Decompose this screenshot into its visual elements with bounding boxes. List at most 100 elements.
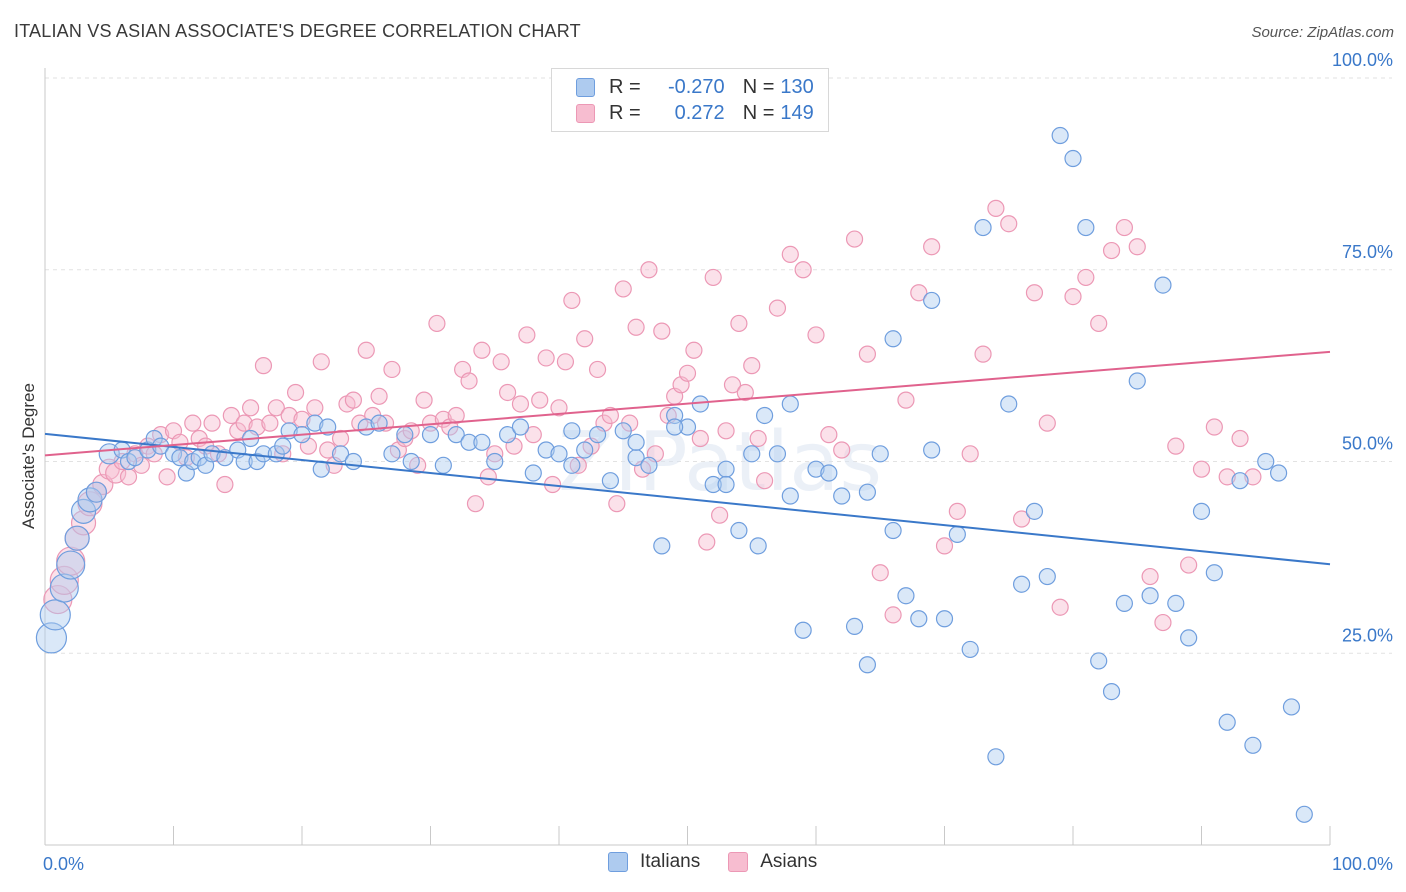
asian-point <box>344 391 362 409</box>
italian-point <box>85 481 108 503</box>
asian-point <box>730 314 748 333</box>
legend-item-asians[interactable]: Asians <box>728 851 817 873</box>
italian-point <box>858 656 877 674</box>
asian-point <box>370 387 388 405</box>
asian-point <box>1141 567 1159 586</box>
asian-point <box>948 502 966 520</box>
asians-swatch <box>576 103 595 123</box>
asian-point <box>518 326 536 344</box>
legend-item-italians[interactable]: Italians <box>608 851 700 873</box>
asian-point <box>216 475 234 494</box>
asian-point <box>743 357 761 375</box>
asians-r-value: 0.272 <box>674 101 725 124</box>
asians-legend-label: Asians <box>760 851 818 872</box>
asian-point <box>280 406 298 425</box>
asian-point <box>479 468 497 486</box>
italian-point <box>1192 502 1211 520</box>
y-tick-label: 25.0% <box>1342 625 1393 645</box>
asian-point <box>1038 414 1056 432</box>
asian-point <box>158 468 176 486</box>
italian-point <box>254 445 273 463</box>
italian-point <box>421 426 440 444</box>
italian-point <box>755 406 774 425</box>
asian-point <box>833 441 851 459</box>
y-tick-label: 50.0% <box>1342 434 1393 454</box>
italian-point <box>1051 126 1069 145</box>
asian-point <box>698 533 716 551</box>
italian-point <box>640 456 658 474</box>
italian-point <box>486 452 504 471</box>
italian-point <box>319 418 337 436</box>
asian-point <box>1154 613 1172 632</box>
asian-point <box>537 349 555 367</box>
asian-point <box>331 429 350 448</box>
asian-point <box>1025 284 1044 302</box>
italian-point <box>1090 652 1108 670</box>
asian-point <box>1077 268 1095 287</box>
italian-point <box>614 422 632 440</box>
italian-point <box>653 537 671 555</box>
italians-n-value: 130 <box>780 75 814 98</box>
italian-point <box>306 414 324 432</box>
asian-point <box>428 314 446 333</box>
asian-point <box>1180 556 1198 574</box>
italian-point <box>524 464 542 482</box>
italians-swatch <box>576 77 595 97</box>
italian-point <box>781 395 799 413</box>
asian-point <box>1218 468 1236 486</box>
italian-point <box>730 521 748 540</box>
watermark: ZIPatlas <box>558 415 882 510</box>
asian-point <box>1012 510 1031 528</box>
italian-point <box>35 622 68 654</box>
asian-point <box>576 330 594 348</box>
italian-point <box>39 599 71 631</box>
italians-legend-swatch <box>608 852 628 872</box>
italian-point <box>473 433 491 451</box>
italian-point <box>1167 594 1185 612</box>
italian-point <box>627 449 645 467</box>
italian-point <box>768 445 787 463</box>
italian-point <box>1128 372 1146 390</box>
asian-point <box>261 414 279 432</box>
italian-point <box>1025 502 1044 520</box>
italian-point <box>1269 464 1288 482</box>
asian-point <box>858 345 877 363</box>
y-tick-label: 100.0% <box>1332 50 1393 70</box>
italian-point <box>858 483 877 501</box>
italian-point <box>126 449 144 467</box>
italian-point <box>1244 736 1262 754</box>
italian-point <box>717 475 735 494</box>
asian-point <box>717 422 735 440</box>
asian-point <box>781 245 799 264</box>
italian-point <box>923 291 941 310</box>
asian-point <box>254 357 273 375</box>
asian-point <box>1205 418 1223 436</box>
italian-point <box>871 445 889 463</box>
italian-point <box>312 460 330 478</box>
italian-point <box>331 445 350 463</box>
asian-point <box>415 391 433 409</box>
asian-point <box>511 395 530 413</box>
series-legend: Italians Asians <box>608 851 845 873</box>
italian-point <box>1205 564 1223 582</box>
y-tick-label: 75.0% <box>1342 242 1393 262</box>
x-tick-label: 100.0% <box>1332 854 1393 874</box>
asian-point <box>685 341 703 359</box>
italian-point <box>1141 587 1159 605</box>
asian-point <box>556 353 575 371</box>
italian-point <box>1012 575 1031 593</box>
asian-point <box>473 341 491 359</box>
asian-point <box>1192 460 1211 478</box>
chart-title: ITALIAN VS ASIAN ASSOCIATE'S DEGREE CORR… <box>14 21 581 41</box>
asian-point <box>531 391 549 409</box>
asian-point <box>306 399 324 417</box>
asian-point <box>499 383 517 402</box>
n-label: N = <box>742 101 775 124</box>
asian-point <box>736 383 754 402</box>
italian-point <box>383 445 401 463</box>
italian-point <box>666 418 684 436</box>
italian-point <box>499 426 517 444</box>
asian-point <box>608 495 626 513</box>
italian-point <box>820 464 838 482</box>
italian-point <box>935 610 954 628</box>
